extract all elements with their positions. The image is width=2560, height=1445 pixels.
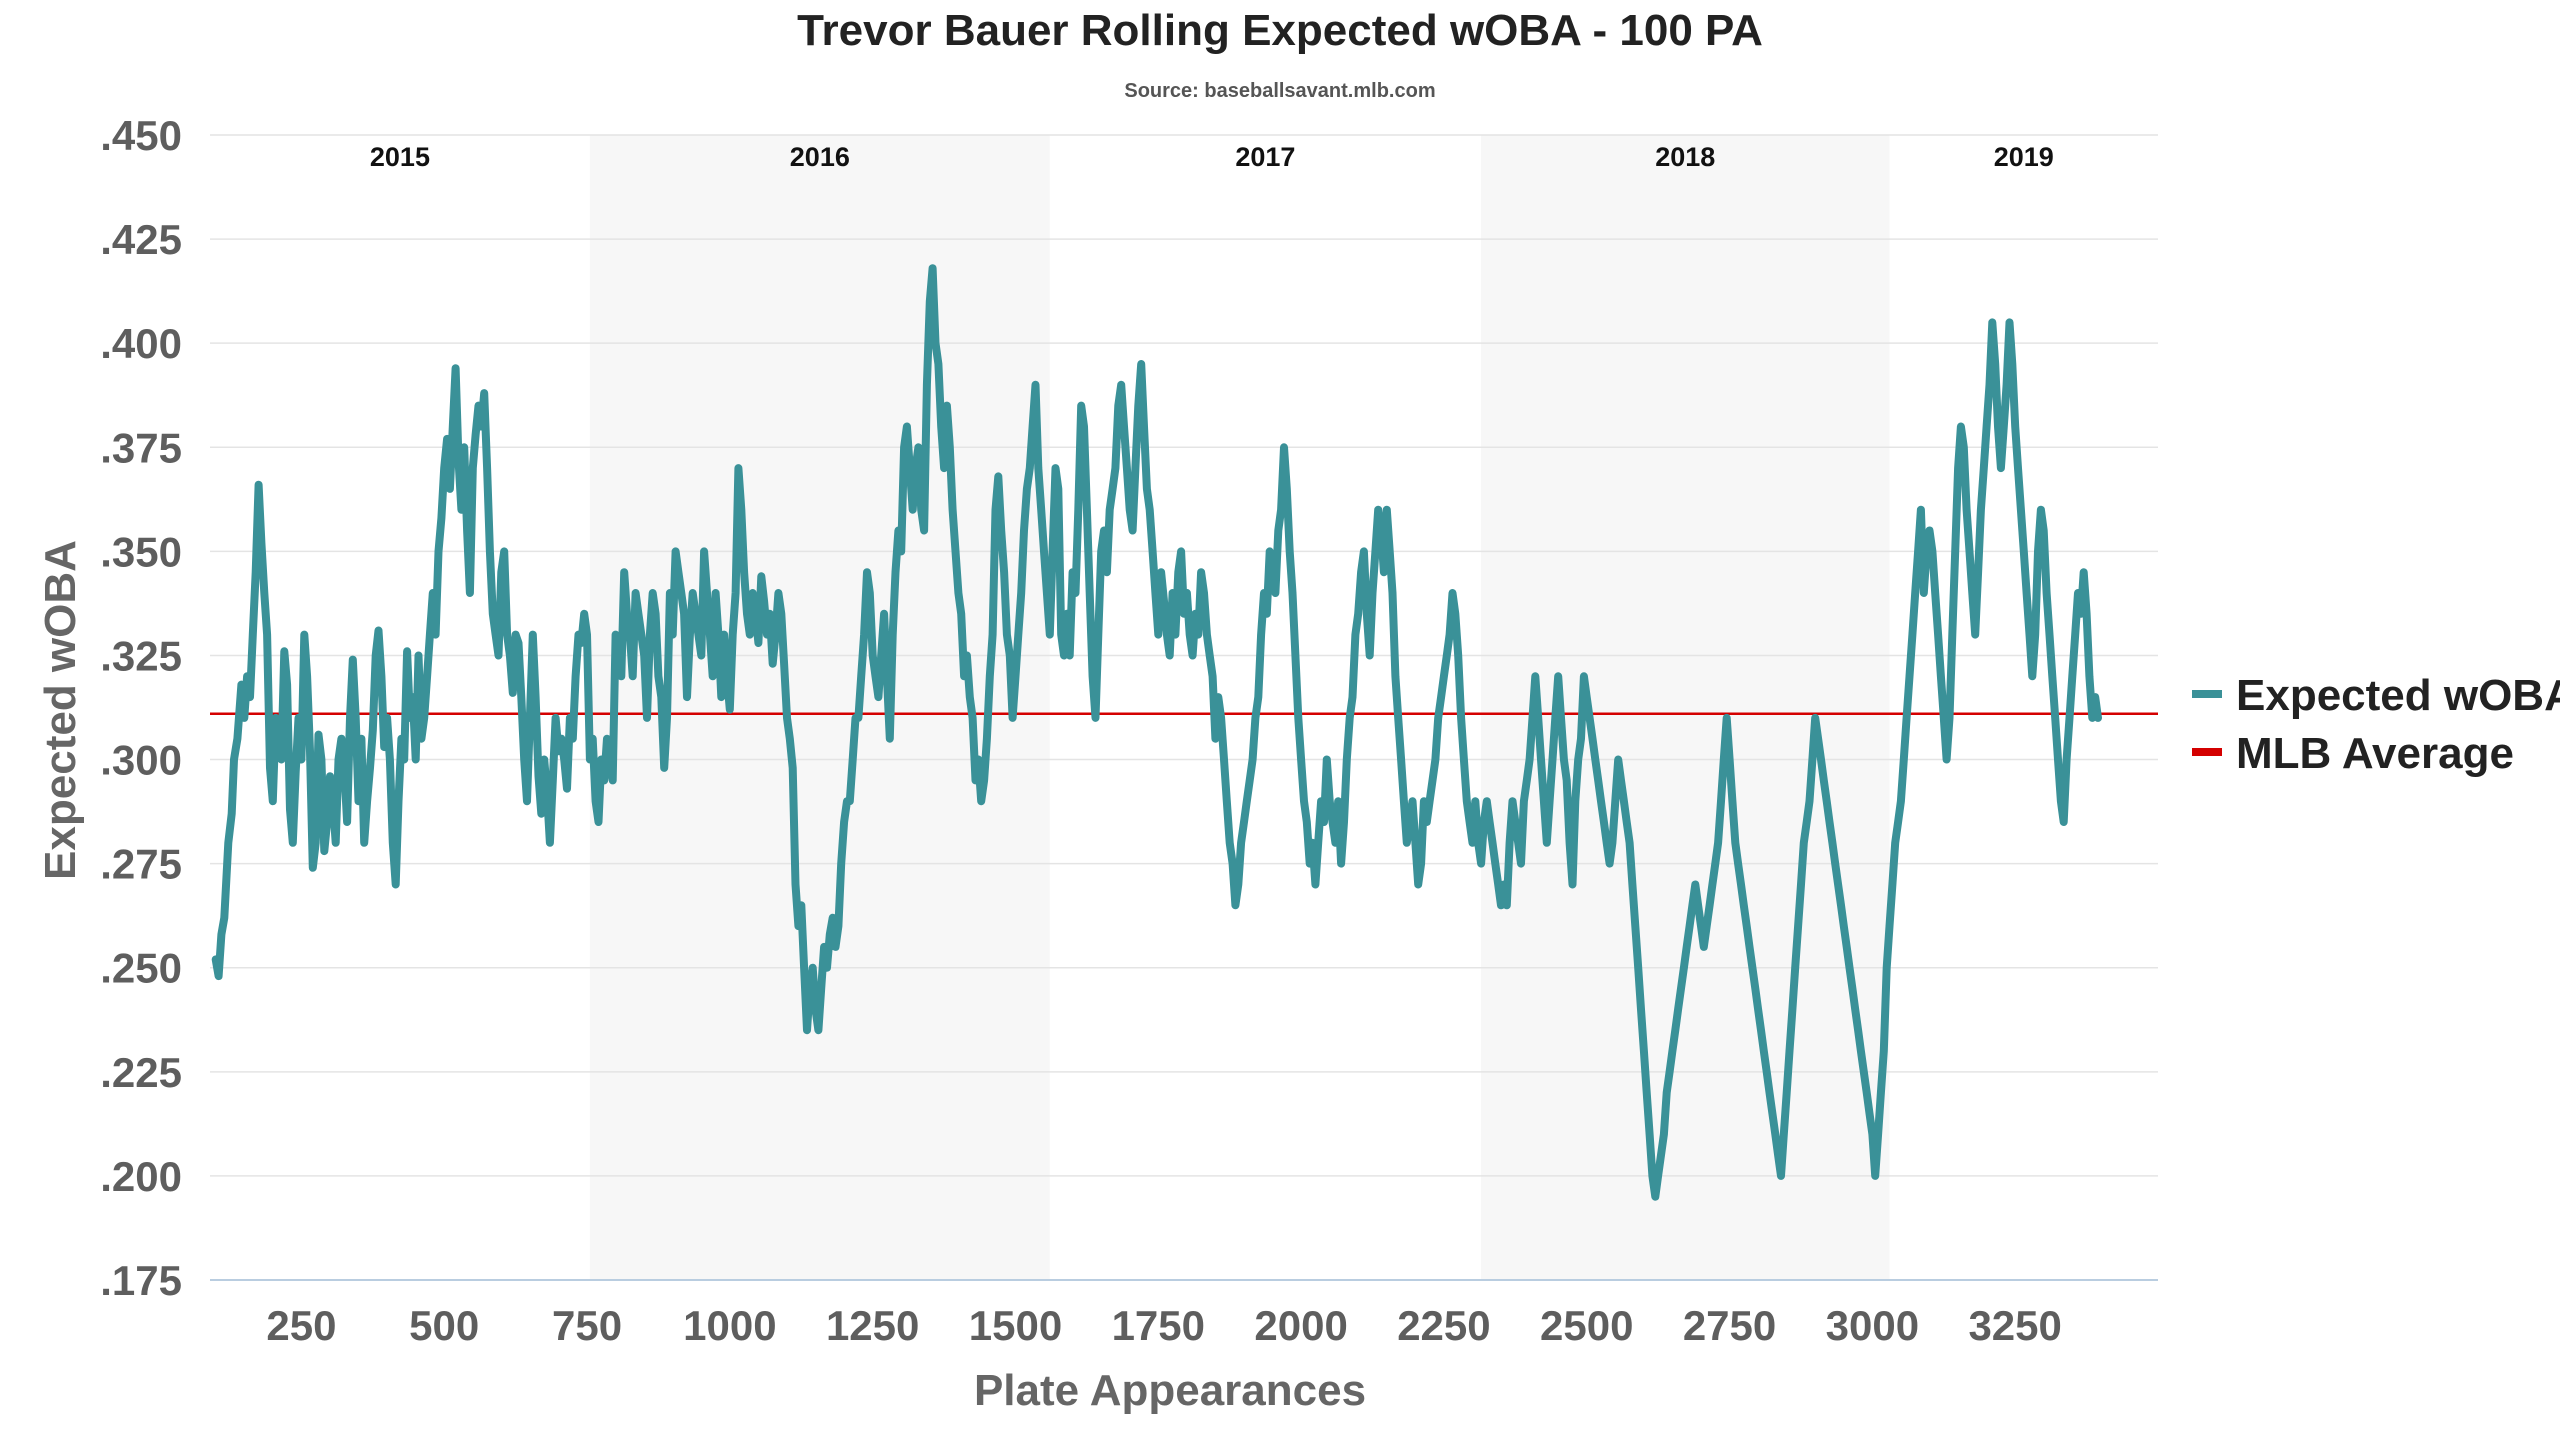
y-tick-label: .375 [100,424,182,471]
axes: .175 .200 .225 .250 .275 .300 .325 .350 .375 .400… [100,112,2062,1349]
x-axis-label: Plate Appearances [974,1366,1366,1415]
series-layer [210,264,2158,1201]
x-tick-label: 1500 [969,1302,1062,1349]
legend: Expected wOBA MLB Average [2192,671,2560,778]
x-tick-label: 500 [409,1302,479,1349]
season-label-2015: 2015 [370,142,430,172]
y-tick-label: .200 [100,1153,182,1200]
y-tick-label: .250 [100,945,182,992]
x-tick-label: 2250 [1397,1302,1490,1349]
y-tick-label: .275 [100,841,182,888]
legend-label-expected-woba: Expected wOBA [2236,671,2560,720]
y-tick-label: .325 [100,632,182,679]
season-label-2016: 2016 [790,142,850,172]
x-tick-label: 1750 [1112,1302,1205,1349]
y-tick-label: .400 [100,320,182,367]
y-tick-label: .175 [100,1257,182,1304]
season-label-2018: 2018 [1655,142,1715,172]
x-tick-label: 250 [266,1302,336,1349]
y-tick-label: .225 [100,1049,182,1096]
y-tick-label: .450 [100,112,182,159]
y-axis-label: Expected wOBA [36,540,85,880]
chart-title: Trevor Bauer Rolling Expected wOBA - 100… [797,6,1763,55]
x-tick-label: 750 [552,1302,622,1349]
season-label-2017: 2017 [1235,142,1295,172]
x-tick-label: 1000 [683,1302,776,1349]
expected-woba-line [211,264,2102,1201]
x-tick-label: 2500 [1540,1302,1633,1349]
y-tick-label: .300 [100,737,182,784]
x-tick-label: 2750 [1683,1302,1776,1349]
x-tick-label: 3000 [1826,1302,1919,1349]
chart-subtitle: Source: baseballsavant.mlb.com [1124,80,1435,102]
season-band-2018 [1481,135,1890,1280]
legend-label-mlb-average: MLB Average [2236,729,2514,778]
season-label-2019: 2019 [1994,142,2054,172]
y-tick-label: .350 [100,528,182,575]
x-tick-label: 3250 [1968,1302,2061,1349]
y-tick-label: .425 [100,216,182,263]
x-tick-label: 1250 [826,1302,919,1349]
x-tick-label: 2000 [1254,1302,1347,1349]
